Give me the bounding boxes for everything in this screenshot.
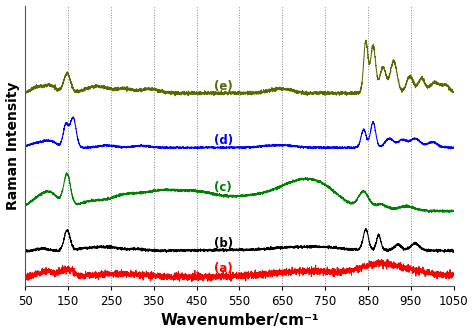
Text: (b): (b) [214, 237, 233, 250]
Text: (a): (a) [214, 262, 232, 275]
Text: (c): (c) [214, 181, 231, 194]
Text: (e): (e) [214, 80, 232, 93]
Y-axis label: Raman Intensity: Raman Intensity [6, 81, 19, 210]
X-axis label: Wavenumber/cm⁻¹: Wavenumber/cm⁻¹ [160, 313, 319, 328]
Text: (d): (d) [214, 134, 233, 147]
